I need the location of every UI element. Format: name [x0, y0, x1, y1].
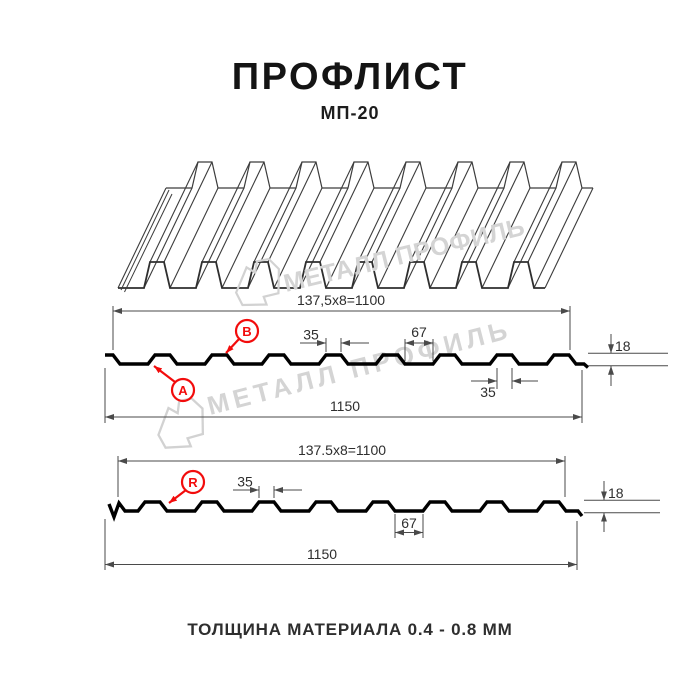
profile-outline [107, 499, 584, 522]
page-title: ПРОФЛИСТ [231, 56, 469, 98]
dim-rib-top-value: 35 [237, 474, 253, 490]
dim-rib-base: 35 [471, 368, 538, 400]
dim-rib-base-value: 35 [480, 384, 496, 400]
callout-r: R [168, 469, 206, 504]
dim-valley-value: 67 [401, 515, 417, 531]
callout-a-label: А [178, 383, 188, 398]
callout-b: В [225, 318, 260, 354]
dim-valley: 67 [404, 324, 434, 361]
profiled-sheet-3d-drawing [117, 161, 594, 293]
dim-total-width: 1150 [104, 368, 583, 423]
dim-rib-top: 35 [300, 327, 369, 352]
dim-rib-top-value: 35 [303, 327, 319, 343]
dim-rib-top: 35 [233, 474, 302, 498]
brand-logo-icon [157, 397, 205, 449]
brand-logo-icon [234, 257, 281, 307]
dim-height-value: 18 [608, 485, 624, 501]
profile-model-subtitle: МП-20 [320, 103, 380, 123]
dim-total-width-value: 1150 [330, 398, 360, 414]
callout-r-label: R [188, 475, 198, 490]
brand-watermark-lower: МЕТАЛЛ ПРОФИЛЬ [157, 314, 514, 449]
dim-valley-value: 67 [411, 324, 427, 340]
callout-a: А [153, 365, 196, 403]
cross-section-2-drawing: 137.5x8=1100 R 35 67 [104, 442, 660, 570]
dim-height: 18 [588, 334, 668, 386]
dim-total-width-value: 1150 [307, 546, 337, 562]
dim-module-span-value: 137,5x8=1100 [297, 292, 385, 308]
callout-b-label: В [242, 324, 251, 339]
dim-module-span-value: 137.5x8=1100 [298, 442, 386, 458]
cross-section-1-drawing: 137,5x8=1100 35 67 [104, 292, 668, 423]
profile-outline [105, 353, 590, 369]
dim-module-span: 137.5x8=1100 [117, 442, 566, 497]
dim-height-value: 18 [615, 338, 631, 354]
dim-module-span: 137,5x8=1100 [112, 292, 571, 350]
dim-total-width: 1150 [104, 519, 578, 570]
thickness-note: ТОЛЩИНА МАТЕРИАЛА 0.4 - 0.8 ММ [187, 620, 513, 639]
dim-valley: 67 [394, 514, 424, 538]
dim-height: 18 [584, 481, 660, 532]
